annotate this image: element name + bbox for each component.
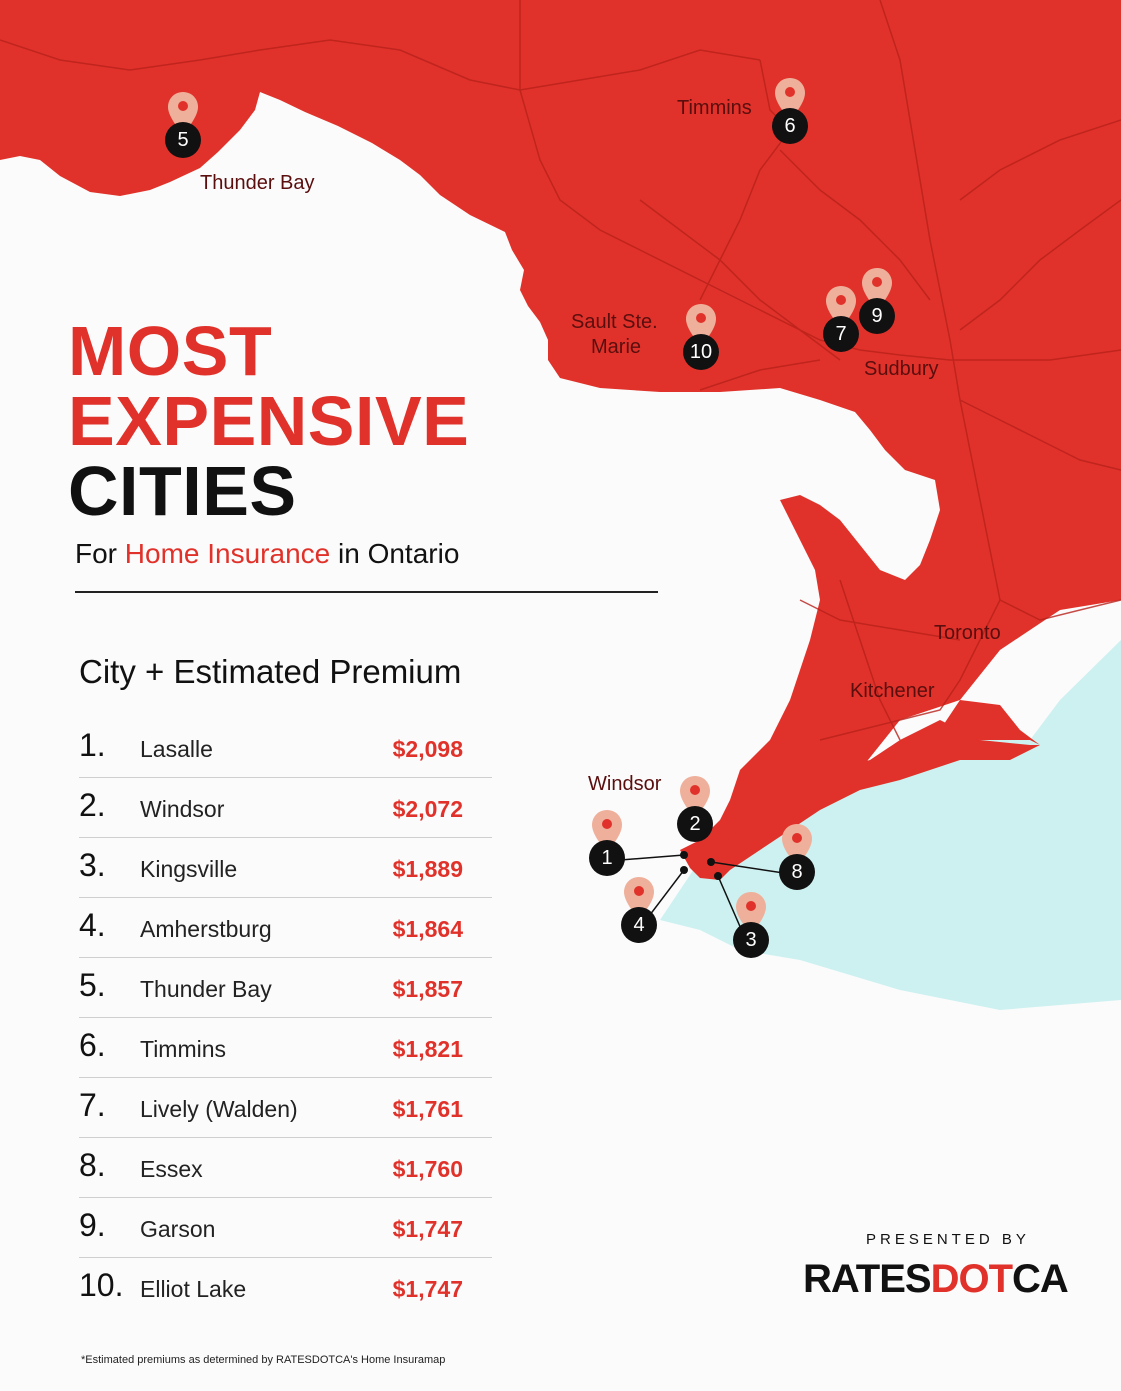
list-item: 2. Windsor $2,072 — [79, 777, 492, 838]
city-name: Lasalle — [140, 736, 213, 762]
city-name: Elliot Lake — [140, 1276, 247, 1302]
lake-water — [660, 640, 1121, 1010]
northern-land — [0, 0, 1121, 870]
premium-value: $2,098 — [392, 736, 463, 762]
city-name: Timmins — [140, 1036, 227, 1062]
premium-value: $1,761 — [392, 1096, 463, 1122]
brand-part-1: RATES — [803, 1257, 932, 1301]
pin-number: 9 — [859, 298, 895, 334]
map-pin-5[interactable]: 5 — [163, 90, 203, 170]
rank-number: 7. — [79, 1087, 106, 1123]
map-pin-8[interactable]: 8 — [777, 822, 817, 902]
city-name: Lively (Walden) — [140, 1096, 298, 1122]
pin-number: 5 — [165, 122, 201, 158]
windsor-dots — [680, 851, 722, 880]
premium-value: $1,857 — [392, 976, 463, 1002]
list-item: 1. Lasalle $2,098 — [79, 717, 492, 778]
list-heading: City + Estimated Premium — [79, 653, 462, 690]
rank-number: 5. — [79, 967, 106, 1003]
map-pin-7[interactable]: 7 — [821, 284, 861, 364]
map-pin-3[interactable]: 3 — [731, 890, 771, 970]
label-toronto: Toronto — [934, 622, 1001, 644]
subtitle-highlight: Home Insurance — [124, 538, 331, 569]
label-windsor: Windsor — [588, 773, 662, 795]
footnote: *Estimated premiums as determined by RAT… — [81, 1354, 446, 1366]
premium-value: $2,072 — [392, 796, 463, 822]
map-pin-6[interactable]: 6 — [770, 76, 810, 156]
subtitle-suffix: in Ontario — [330, 538, 460, 569]
map-pin-9[interactable]: 9 — [857, 266, 897, 346]
map-pin-4[interactable]: 4 — [619, 875, 659, 955]
subtitle-prefix: For — [75, 538, 125, 569]
city-name: Kingsville — [140, 856, 238, 882]
list-item: 10. Elliot Lake $1,747 — [79, 1257, 492, 1317]
map-pin-1[interactable]: 1 — [587, 808, 627, 888]
pin-number: 3 — [733, 922, 769, 958]
premium-value: $1,864 — [392, 916, 463, 942]
pin-number: 1 — [589, 840, 625, 876]
list-item: 6. Timmins $1,821 — [79, 1017, 492, 1078]
title-line-3: CITIES — [68, 452, 297, 530]
pin-number: 2 — [677, 806, 713, 842]
pin-number: 8 — [779, 854, 815, 890]
rank-number: 4. — [79, 907, 106, 943]
label-sault-line2: Marie — [591, 336, 642, 358]
city-name: Thunder Bay — [140, 976, 272, 1002]
rank-number: 3. — [79, 847, 106, 883]
rank-number: 6. — [79, 1027, 106, 1063]
title-line-1: MOST — [68, 312, 273, 390]
premium-value: $1,760 — [392, 1156, 463, 1182]
presented-by-label: PRESENTED BY — [866, 1231, 1030, 1248]
pin-number: 6 — [772, 108, 808, 144]
premium-value: $1,821 — [392, 1036, 463, 1062]
city-name: Amherstburg — [140, 916, 272, 942]
brand-logo: RATESDOTCA — [803, 1257, 1069, 1302]
title-line-2: EXPENSIVE — [68, 382, 470, 460]
subtitle: For Home Insurance in Ontario — [75, 538, 459, 570]
list-item: 4. Amherstburg $1,864 — [79, 897, 492, 958]
list-item: 7. Lively (Walden) $1,761 — [79, 1077, 492, 1138]
rank-number: 2. — [79, 787, 106, 823]
brand-part-3: CA — [1012, 1257, 1069, 1301]
list-item: 9. Garson $1,747 — [79, 1197, 492, 1258]
label-sudbury: Sudbury — [864, 358, 939, 380]
premium-value: $1,747 — [392, 1276, 463, 1302]
rank-number: 8. — [79, 1147, 106, 1183]
brand-part-2: DOT — [930, 1257, 1013, 1301]
label-thunder-bay: Thunder Bay — [200, 172, 315, 194]
rank-number: 1. — [79, 727, 106, 763]
rank-number: 9. — [79, 1207, 106, 1243]
city-name: Garson — [140, 1216, 216, 1242]
list-item: 8. Essex $1,760 — [79, 1137, 492, 1198]
premium-value: $1,889 — [392, 856, 463, 882]
label-sault-line1: Sault Ste. — [571, 311, 658, 333]
rank-number: 10. — [79, 1267, 124, 1303]
divider — [75, 591, 658, 593]
map-pin-10[interactable]: 10 — [681, 302, 721, 382]
city-name: Essex — [140, 1156, 203, 1182]
pin-number: 10 — [683, 334, 719, 370]
list-item: 5. Thunder Bay $1,857 — [79, 957, 492, 1018]
road-network — [0, 0, 1121, 741]
label-timmins: Timmins — [677, 97, 752, 119]
premium-value: $1,747 — [392, 1216, 463, 1242]
southwest-land — [680, 720, 1040, 880]
city-name: Windsor — [140, 796, 225, 822]
pin-number: 4 — [621, 907, 657, 943]
list-item: 3. Kingsville $1,889 — [79, 837, 492, 898]
pin-number: 7 — [823, 316, 859, 352]
label-kitchener: Kitchener — [850, 680, 935, 702]
map-pin-2[interactable]: 2 — [675, 774, 715, 854]
